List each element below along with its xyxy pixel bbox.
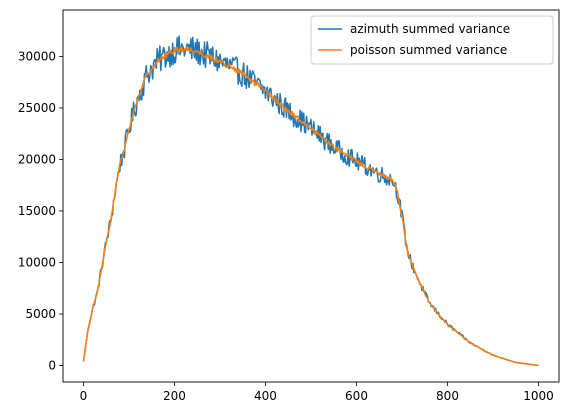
legend: azimuth summed variance poisson summed v…	[310, 15, 554, 65]
series-line-0	[82, 35, 539, 367]
series-line-1	[82, 46, 539, 367]
y-tick-label: 15000	[18, 204, 56, 218]
y-tick-label: 20000	[18, 152, 56, 166]
x-tick-label: 400	[254, 389, 277, 403]
x-tick-label: 200	[163, 389, 186, 403]
y-tick-label: 25000	[18, 101, 56, 115]
plot-lines	[82, 35, 539, 367]
x-tick-label: 0	[80, 389, 88, 403]
legend-label-poisson: poisson summed variance	[350, 43, 507, 57]
axes-frame	[62, 9, 560, 383]
legend-box	[310, 15, 554, 65]
y-tick-label: 0	[48, 359, 56, 373]
y-tick-label: 30000	[18, 49, 56, 63]
x-tick-label: 800	[436, 389, 459, 403]
axes	[62, 9, 560, 383]
x-tick-label: 1000	[523, 389, 554, 403]
y-axis-ticks: 0 5000 10000 15000 20000 25000 30000	[18, 49, 63, 373]
x-tick-label: 600	[345, 389, 368, 403]
x-axis-ticks: 0 200 400 600 800 1000	[80, 382, 554, 403]
legend-label-azimuth: azimuth summed variance	[350, 22, 510, 36]
y-tick-label: 10000	[18, 255, 56, 269]
y-tick-label: 5000	[25, 307, 56, 321]
